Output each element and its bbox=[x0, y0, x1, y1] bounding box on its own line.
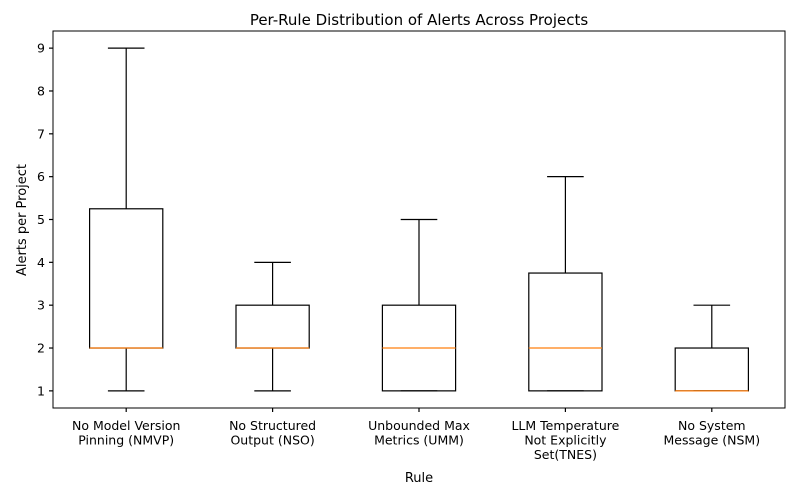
chart-title: Per-Rule Distribution of Alerts Across P… bbox=[250, 11, 589, 29]
y-tick-label: 3 bbox=[37, 298, 45, 313]
x-tick-label: No Structured Output (NSO) bbox=[229, 418, 316, 448]
y-tick-label: 4 bbox=[37, 255, 45, 270]
y-tick-label: 9 bbox=[37, 41, 45, 56]
x-tick-label: Unbounded Max Metrics (UMM) bbox=[368, 418, 470, 448]
y-tick-label: 2 bbox=[37, 341, 45, 356]
x-tick-label: No Model Version Pinning (NMVP) bbox=[72, 418, 180, 448]
y-tick-label: 7 bbox=[37, 126, 45, 141]
y-axis-label: Alerts per Project bbox=[15, 164, 30, 276]
x-tick-label: No System Message (NSM) bbox=[664, 418, 761, 448]
plot-area: 1 2 3 4 5 6 7 8 9 No Model Version Pinning (NMVP) N… bbox=[37, 41, 760, 462]
axes-frame bbox=[52, 30, 786, 409]
y-tick-label: 6 bbox=[37, 169, 45, 184]
y-tick-label: 8 bbox=[37, 83, 45, 98]
x-tick-label: LLM Temperature Not Explicitly Set(TNES) bbox=[511, 418, 619, 462]
x-axis-label: Rule bbox=[405, 471, 433, 486]
y-tick-label: 5 bbox=[37, 212, 45, 227]
box-iqr bbox=[528, 272, 603, 392]
y-tick-label: 1 bbox=[37, 383, 45, 398]
